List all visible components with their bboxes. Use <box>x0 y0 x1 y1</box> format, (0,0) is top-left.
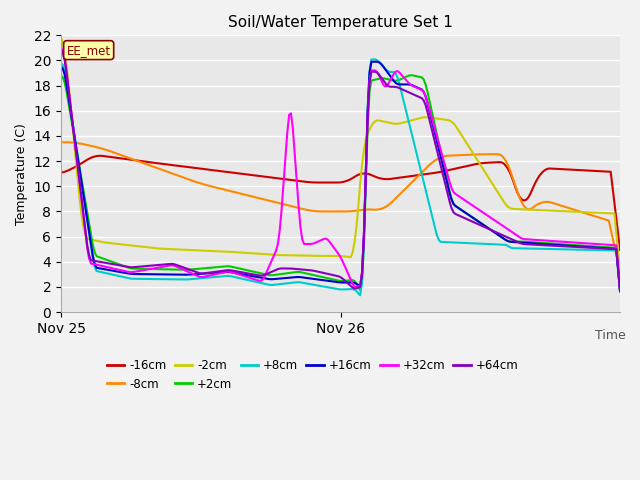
Y-axis label: Temperature (C): Temperature (C) <box>15 123 28 225</box>
Text: EE_met: EE_met <box>67 44 111 57</box>
Legend: -16cm, -8cm, -2cm, +2cm, +8cm, +16cm, +32cm, +64cm: -16cm, -8cm, -2cm, +2cm, +8cm, +16cm, +3… <box>102 354 523 396</box>
Title: Soil/Water Temperature Set 1: Soil/Water Temperature Set 1 <box>228 15 453 30</box>
Text: Time: Time <box>595 329 626 342</box>
